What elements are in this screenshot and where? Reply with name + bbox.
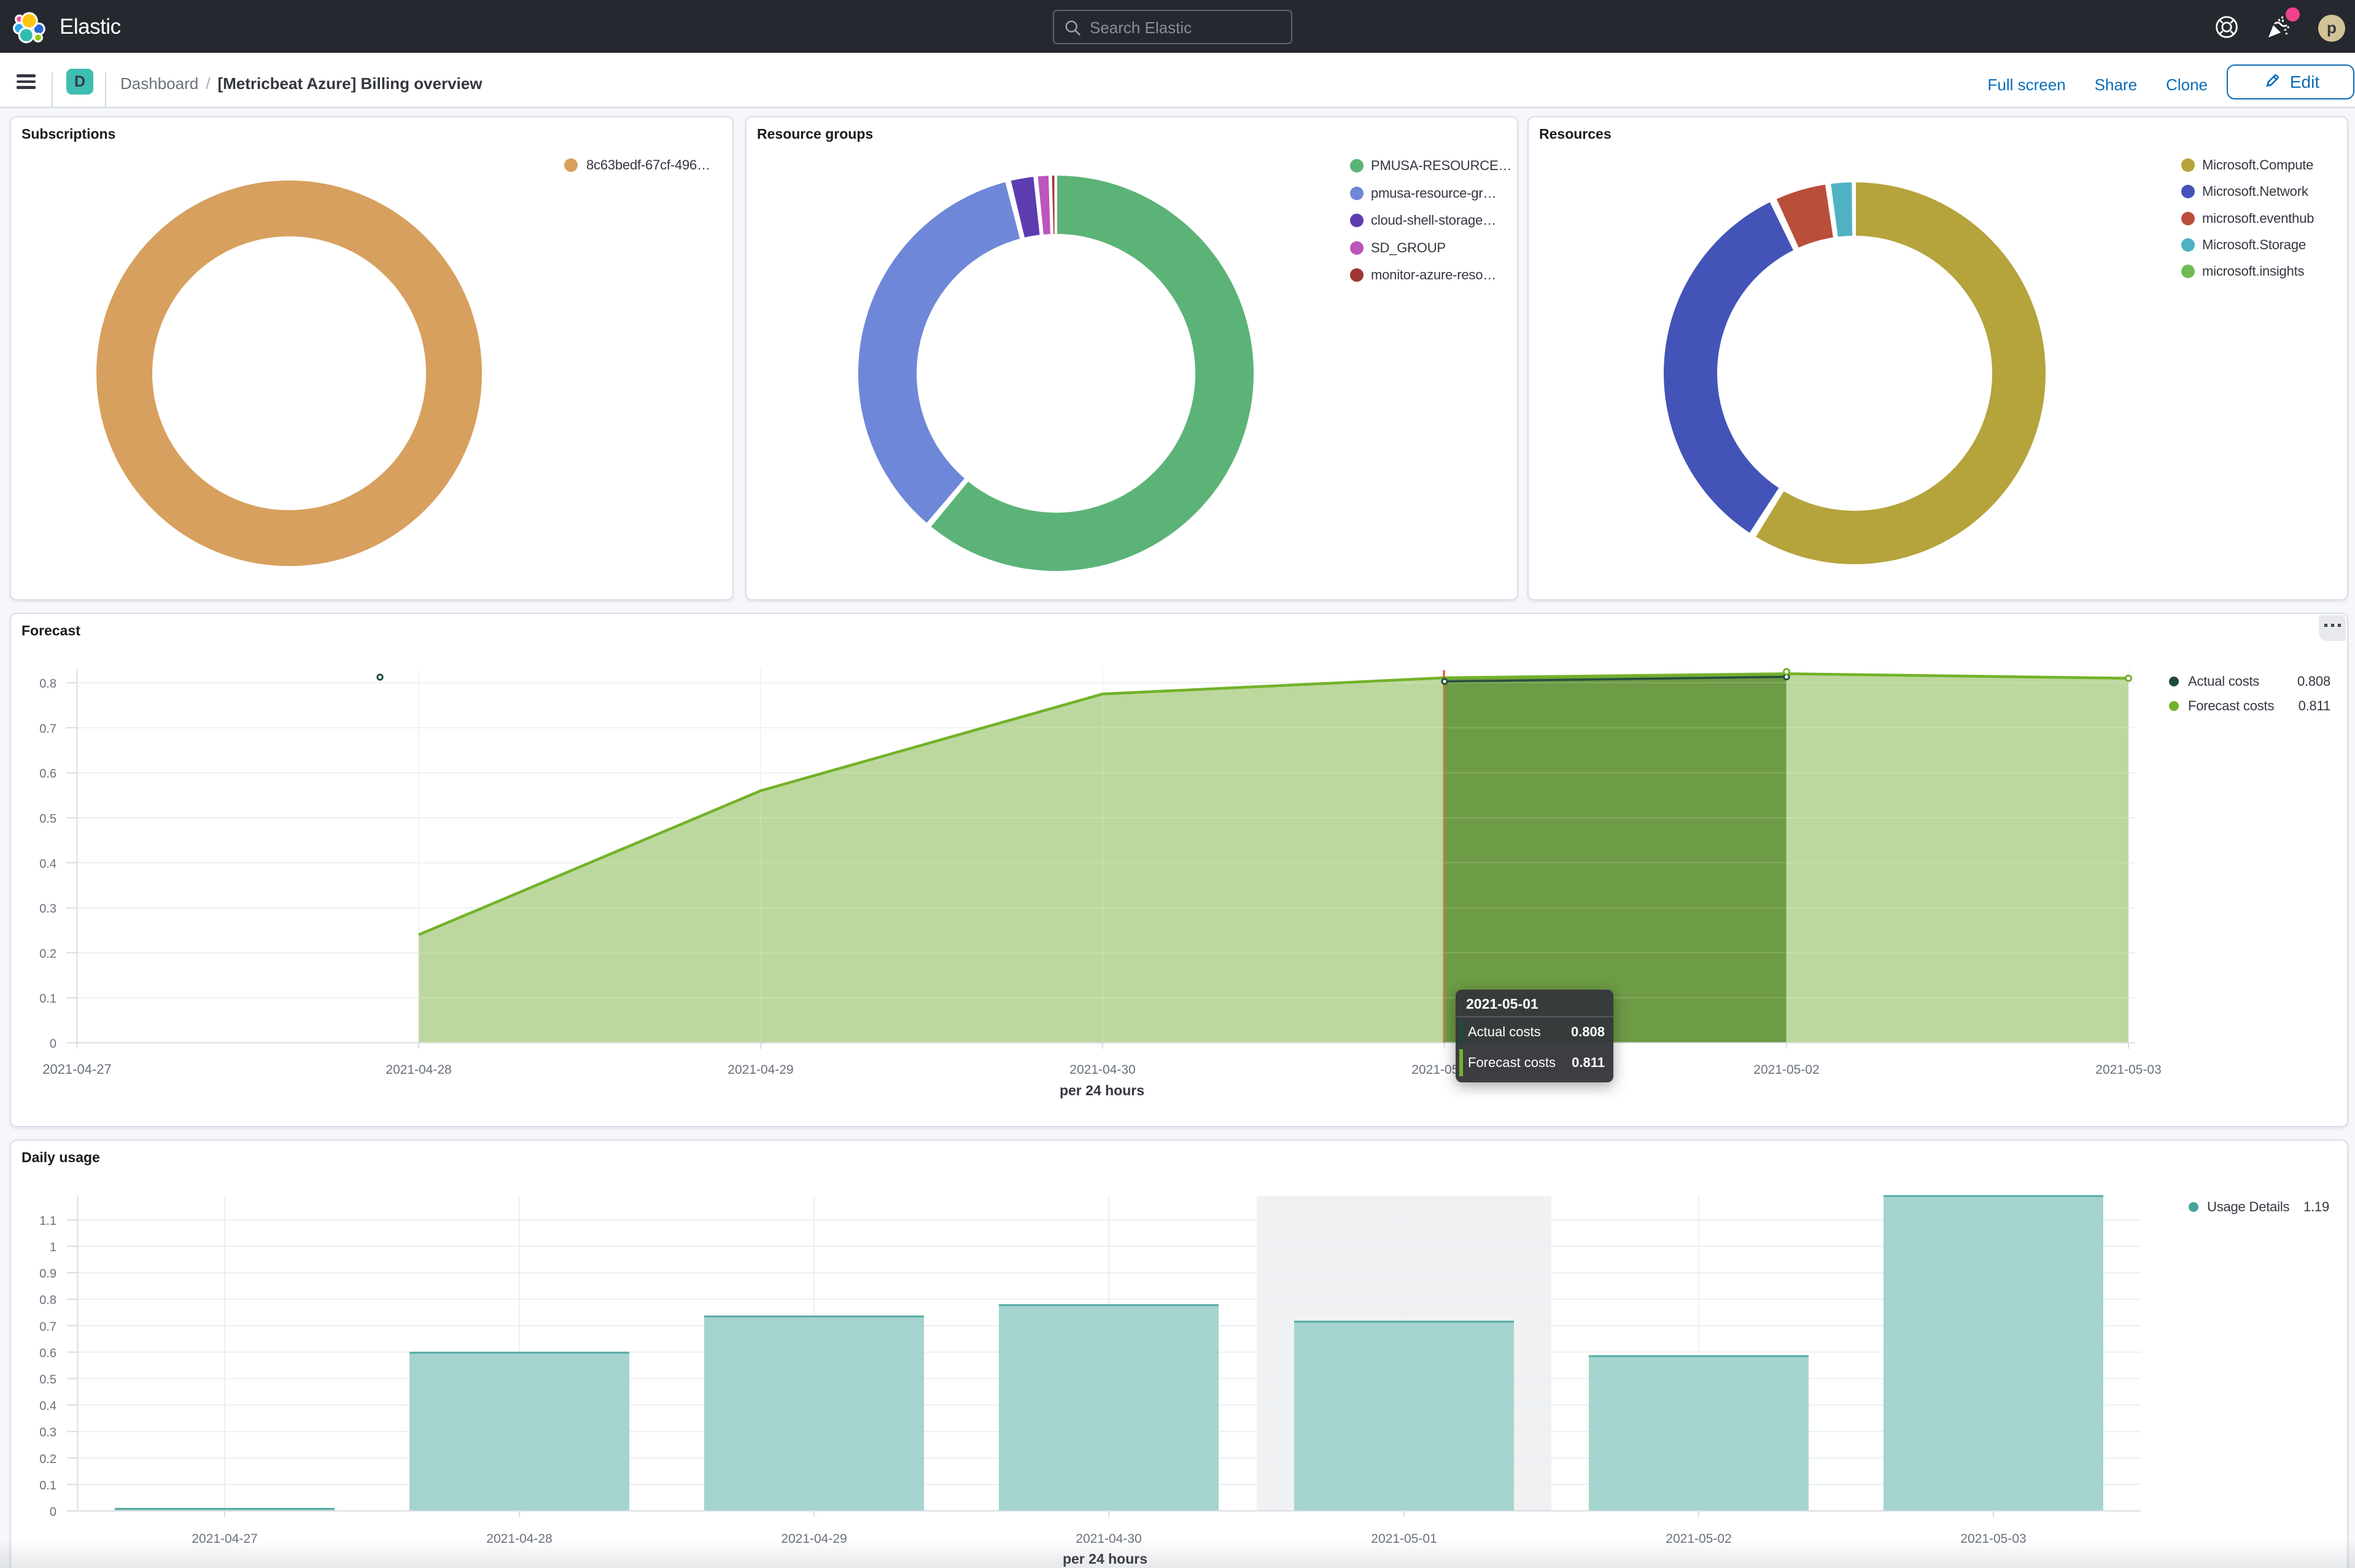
- svg-text:0.3: 0.3: [39, 1426, 56, 1440]
- svg-text:2021-04-29: 2021-04-29: [727, 1063, 793, 1077]
- svg-text:2021-04-27: 2021-04-27: [192, 1532, 257, 1546]
- svg-text:2021-04-29: 2021-04-29: [781, 1532, 847, 1546]
- svg-text:0.5: 0.5: [39, 1373, 56, 1387]
- svg-text:0.4: 0.4: [39, 857, 56, 871]
- svg-text:0.1: 0.1: [39, 1479, 56, 1492]
- svg-text:0.8: 0.8: [39, 677, 56, 691]
- svg-text:0.1: 0.1: [39, 992, 56, 1006]
- svg-text:0.7: 0.7: [39, 722, 56, 735]
- svg-text:0: 0: [50, 1038, 56, 1051]
- svg-text:0.3: 0.3: [39, 902, 56, 916]
- svg-text:2021-05-03: 2021-05-03: [1960, 1532, 2026, 1546]
- svg-text:0.8: 0.8: [39, 1294, 56, 1307]
- svg-text:2021-05-02: 2021-05-02: [1666, 1532, 1731, 1546]
- svg-text:2021-04-28: 2021-04-28: [386, 1063, 451, 1077]
- svg-text:0.7: 0.7: [39, 1320, 56, 1333]
- svg-text:2021-04-30: 2021-04-30: [1076, 1532, 1141, 1546]
- svg-text:0.2: 0.2: [39, 947, 56, 961]
- svg-text:per 24 hours: per 24 hours: [1060, 1082, 1144, 1098]
- svg-text:0.4: 0.4: [39, 1400, 56, 1413]
- svg-text:1.1: 1.1: [39, 1214, 56, 1228]
- svg-text:0: 0: [50, 1505, 56, 1519]
- svg-text:1: 1: [50, 1241, 56, 1254]
- svg-text:0.2: 0.2: [39, 1453, 56, 1466]
- svg-text:2021-04-27: 2021-04-27: [42, 1062, 112, 1077]
- svg-text:0.9: 0.9: [39, 1267, 56, 1281]
- svg-text:2021-04-28: 2021-04-28: [486, 1532, 552, 1546]
- svg-text:2021-05-03: 2021-05-03: [2095, 1063, 2161, 1077]
- svg-text:0.5: 0.5: [39, 812, 56, 826]
- svg-text:2021-05-02: 2021-05-02: [1753, 1063, 1819, 1077]
- svg-text:0.6: 0.6: [39, 767, 56, 781]
- svg-text:2021-04-30: 2021-04-30: [1069, 1063, 1135, 1077]
- svg-text:per 24 hours: per 24 hours: [1063, 1551, 1147, 1567]
- svg-text:2021-05-01: 2021-05-01: [1371, 1532, 1437, 1546]
- svg-text:0.6: 0.6: [39, 1346, 56, 1360]
